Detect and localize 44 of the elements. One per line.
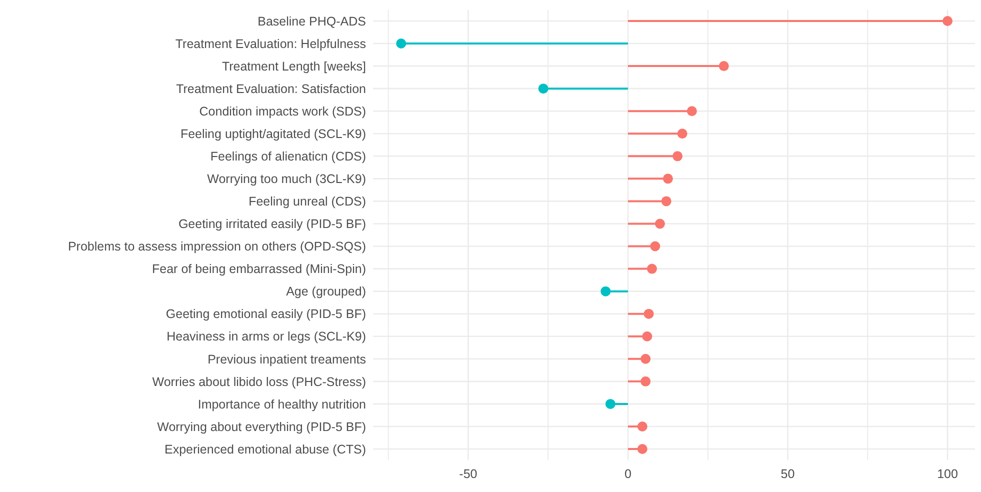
point [718,61,729,72]
point [662,174,673,184]
y-tick-label: Heaviness in arms or legs (SCL-K9) [166,330,366,344]
x-tick-label: 0 [624,467,632,481]
y-tick-label: Worrying too much (3CL-K9) [207,172,366,186]
y-tick-label: Condition impacts work (SDS) [199,104,366,118]
point [396,38,406,49]
y-tick-label: Experienced emotional abuse (CTS) [164,442,366,456]
point [538,84,548,94]
point [672,151,683,162]
y-tick-label: Worrying about everything (PID-5 BF) [157,420,366,434]
point [640,354,651,364]
y-tick-label: Feelings of alienaticn (CDS) [210,150,366,164]
point [677,128,688,139]
y-tick-label: Treatment Evaluation: Satisfaction [176,82,366,96]
x-tick-label: 100 [937,467,958,481]
point [637,421,648,432]
x-tick-label: 50 [780,467,795,481]
point [605,398,616,409]
y-tick-label: Feeling unreal (CDS) [248,194,366,209]
y-tick-label: Feeling uptight/agitated (SCL-K9) [180,127,366,142]
point [600,286,611,296]
point [644,308,654,319]
y-tick-label: Problems to assess impression on others (OPD-SQS) [68,240,366,254]
y-tick-label: Treatment Evaluation: Helpfulness [175,36,366,51]
y-tick-label: Worries about libido loss (PHC-Stress) [152,374,366,389]
point [661,196,672,206]
point [942,16,953,26]
y-tick-label: Geeting emotional easily (PID-5 BF) [166,307,366,322]
y-tick-label: Fear of being embarrassed (Mini-Spin) [152,262,366,276]
point [686,106,697,116]
point [640,376,651,386]
y-tick-label: Age (grouped) [286,284,366,299]
point [650,241,660,252]
y-tick-label: Importance of healthy nutrition [198,397,366,412]
point [637,444,648,454]
point [654,218,665,229]
y-tick-label: Treatment Length [weeks] [222,59,366,74]
point [642,331,652,342]
y-tick-label: Geeting irritated easily (PID-5 BF) [178,217,366,232]
y-tick-label: Previous inpatient treaments [208,352,366,366]
y-tick-label: Baseline PHQ-ADS [258,14,366,28]
point [646,264,657,274]
x-tick-label: -50 [459,467,478,481]
